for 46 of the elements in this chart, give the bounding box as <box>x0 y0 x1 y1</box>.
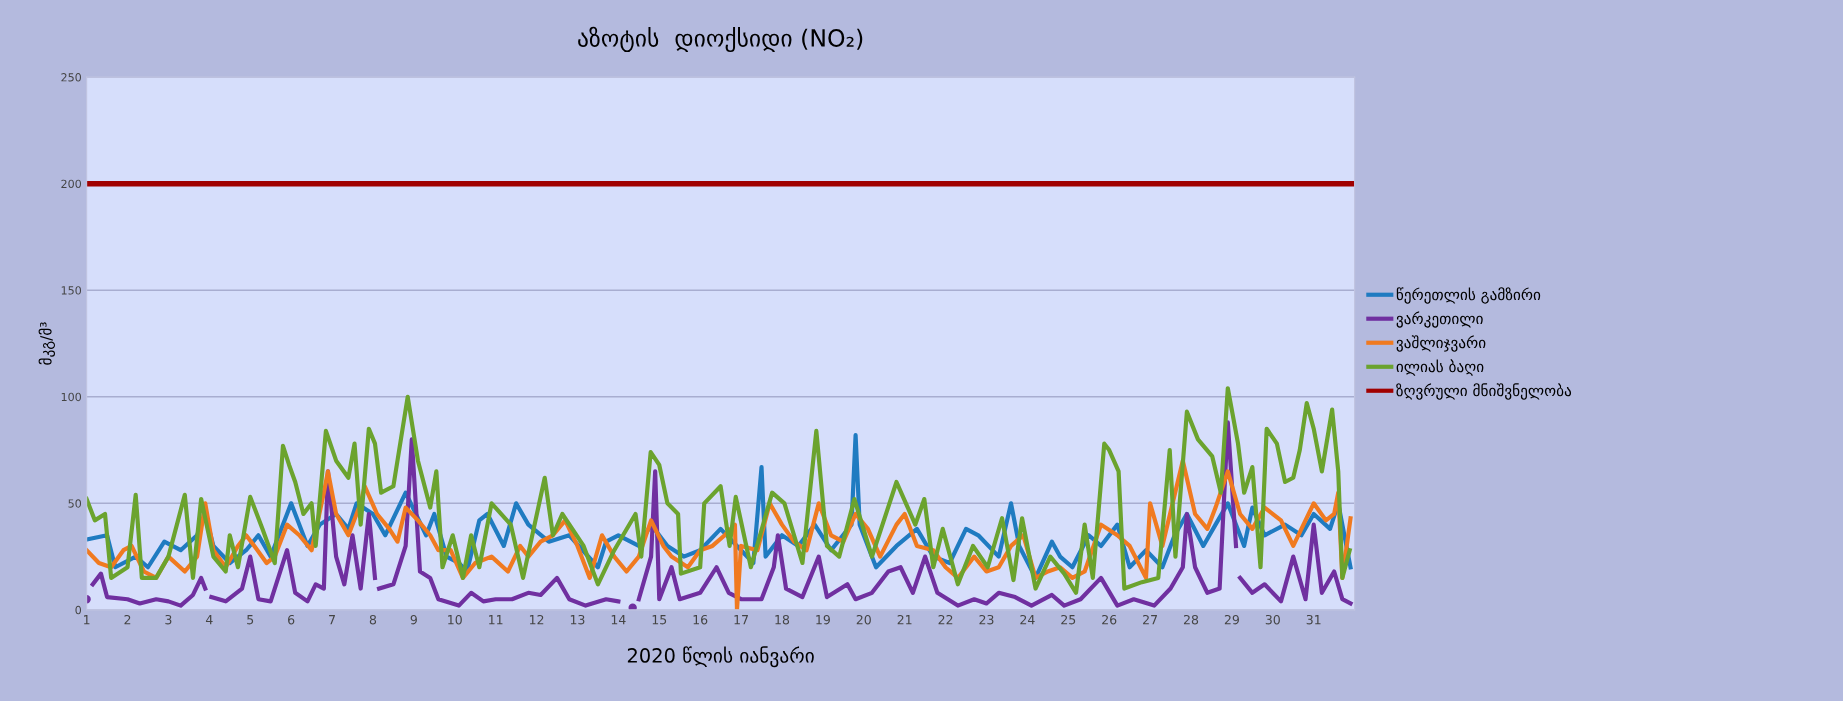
x-tick-label: 4 <box>205 615 213 625</box>
x-tick-label: 31 <box>1306 614 1321 625</box>
x-tick-label: 7 <box>329 615 335 625</box>
x-tick-label: 20 <box>856 614 871 625</box>
y-tick-label: 100 <box>61 392 82 402</box>
x-tick-label: 12 <box>529 614 544 625</box>
x-tick-label: 2 <box>124 614 131 625</box>
x-axis-title: 2020 წლის იანვარი <box>627 646 814 668</box>
x-tick-label: 24 <box>1020 614 1035 625</box>
x-tick-label: 5 <box>247 615 254 625</box>
x-tick-label: 28 <box>1183 614 1199 625</box>
legend-label: ზღვრული მნიშვნელობა <box>1396 383 1572 400</box>
x-tick-label: 10 <box>448 614 462 625</box>
y-tick-label: 150 <box>61 286 82 295</box>
x-tick-label: 3 <box>165 614 172 625</box>
x-tick-label: 9 <box>410 614 417 625</box>
x-tick-label: 27 <box>1143 614 1157 625</box>
x-tick-label: 14 <box>611 615 626 625</box>
legend-label: ვაშლიჯვარი <box>1396 335 1486 352</box>
x-tick-label: 13 <box>570 614 585 625</box>
x-tick-label: 1 <box>84 615 90 625</box>
x-tick-label: 6 <box>288 614 295 625</box>
y-axis-title: მკგ/მ³ <box>38 322 55 365</box>
legend-label: წერეთლის გამზირი <box>1396 287 1541 304</box>
x-tick-label: 18 <box>775 614 790 625</box>
x-tick-label: 23 <box>979 614 994 625</box>
x-tick-label: 15 <box>652 615 667 625</box>
y-tick-label: 250 <box>61 73 82 82</box>
x-tick-label: 29 <box>1224 614 1239 625</box>
x-tick-label: 11 <box>489 615 503 625</box>
y-tick-label: 200 <box>61 179 82 189</box>
x-tick-label: 25 <box>1061 614 1076 625</box>
chart-title: აზოტის დიოქსიდი (NO₂) <box>578 26 863 53</box>
x-tick-label: 19 <box>816 614 830 625</box>
x-tick-label: 26 <box>1102 614 1117 625</box>
y-tick-label: 0 <box>75 605 82 615</box>
x-tick-label: 16 <box>693 614 708 625</box>
line-series <box>86 386 1352 595</box>
y-tick-label: 50 <box>68 499 82 508</box>
x-tick-label: 22 <box>938 614 953 625</box>
x-tick-label: 8 <box>369 614 377 625</box>
x-tick-label: 21 <box>897 614 912 625</box>
legend-label: ვარკეთილი <box>1396 311 1483 328</box>
x-tick-label: 17 <box>734 615 748 625</box>
x-tick-label: 30 <box>1265 614 1280 625</box>
legend-label: ილიას ბაღი <box>1396 359 1484 376</box>
